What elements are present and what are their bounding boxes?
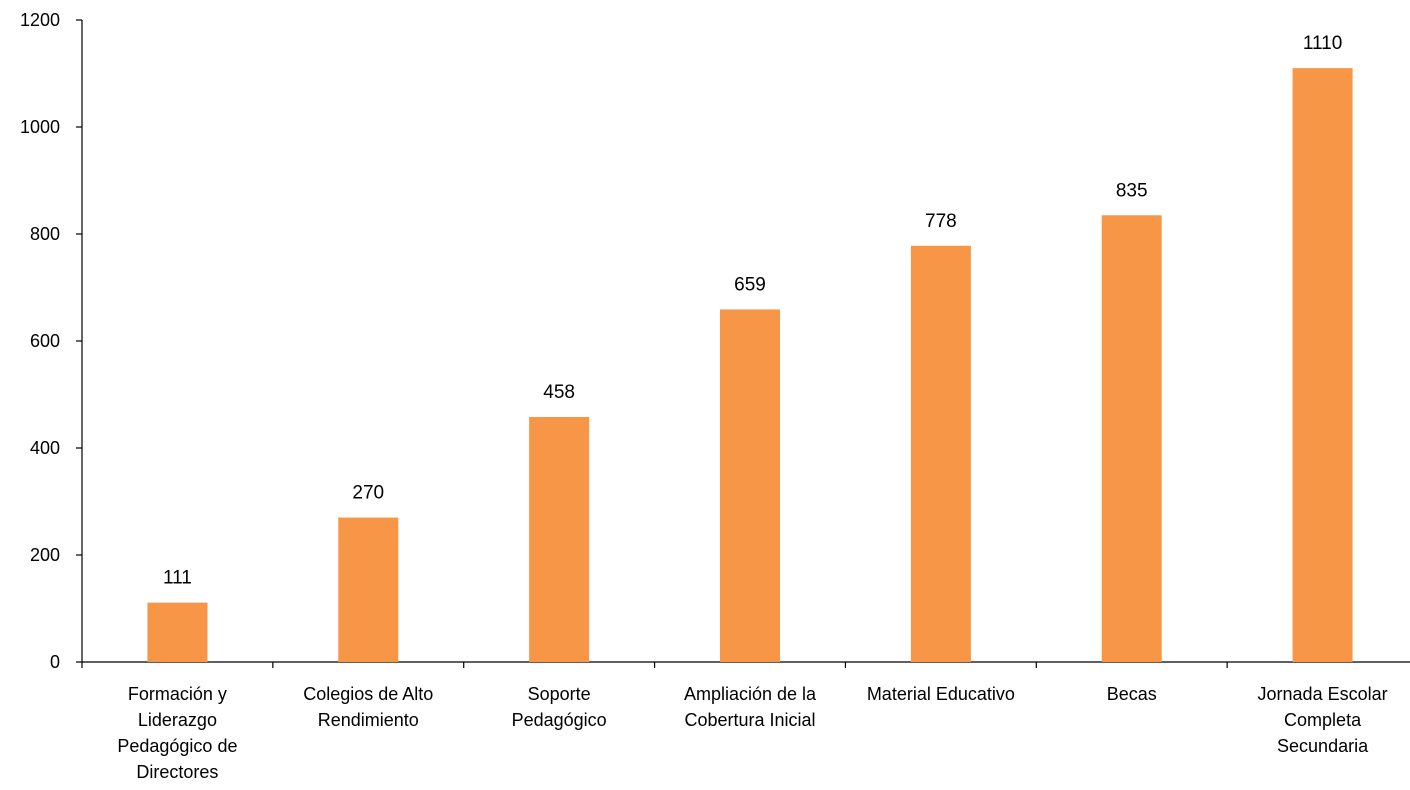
category-label-line: Material Educativo: [867, 684, 1015, 704]
category-label-line: Colegios de Alto: [303, 684, 433, 704]
bar: [1101, 215, 1162, 662]
y-tick-label: 0: [50, 652, 60, 672]
category-label: Jornada Escolar Completa Secundaria: [1258, 684, 1388, 756]
category-label-line: Jornada Escolar: [1258, 684, 1388, 704]
data-label: 1110: [1303, 33, 1342, 54]
x-axis: [81, 661, 1410, 668]
category-label-line: Soporte: [528, 684, 591, 704]
y-axis: 0 200 400 600 800 1000 1200: [20, 10, 83, 672]
category-label: Soporte Pedagógico: [512, 684, 607, 730]
data-label: 458: [543, 382, 575, 403]
category-label-line: Completa: [1284, 710, 1362, 730]
category-label-line: Pedagógico: [512, 710, 607, 730]
category-label-line: Directores: [136, 762, 218, 782]
y-tick-label: 800: [30, 224, 60, 244]
data-label: 111: [163, 568, 192, 589]
bar: [720, 309, 780, 662]
category-label-line: Rendimiento: [318, 710, 419, 730]
category-label-line: Cobertura Inicial: [684, 710, 815, 730]
category-label: Becas: [1107, 684, 1157, 704]
y-tick-label: 600: [30, 331, 60, 351]
category-label-line: Becas: [1107, 684, 1157, 704]
category-label: Material Educativo: [867, 684, 1015, 704]
bar: [147, 602, 208, 662]
data-label: 835: [1116, 180, 1148, 201]
bar: [338, 517, 399, 662]
category-label-line: Formación y: [128, 684, 227, 704]
y-tick-label: 1200: [20, 10, 60, 30]
bar: [529, 416, 590, 662]
category-label: Formación y Liderazgo Pedagógico de Directo…: [117, 684, 237, 782]
y-tick-label: 200: [30, 545, 60, 565]
data-label: 778: [925, 211, 957, 232]
category-label-line: Liderazgo: [138, 710, 217, 730]
category-label-line: Pedagógico de: [117, 736, 237, 756]
y-tick-label: 400: [30, 438, 60, 458]
bars: [147, 68, 1353, 662]
y-tick-label: 1000: [20, 117, 60, 137]
category-label-line: Secundaria: [1277, 736, 1369, 756]
data-label: 270: [352, 483, 384, 504]
data-labels: 111 270 458 659 778 835 1110: [163, 33, 1342, 588]
bar: [910, 245, 971, 662]
category-label: Colegios de Alto Rendimiento: [303, 684, 433, 730]
data-label: 659: [734, 274, 766, 295]
category-labels: Formación y Liderazgo Pedagógico de Directo…: [117, 684, 1387, 782]
bar: [1292, 68, 1353, 662]
category-label: Ampliación de la Cobertura Inicial: [684, 684, 817, 730]
category-label-line: Ampliación de la: [684, 684, 817, 704]
